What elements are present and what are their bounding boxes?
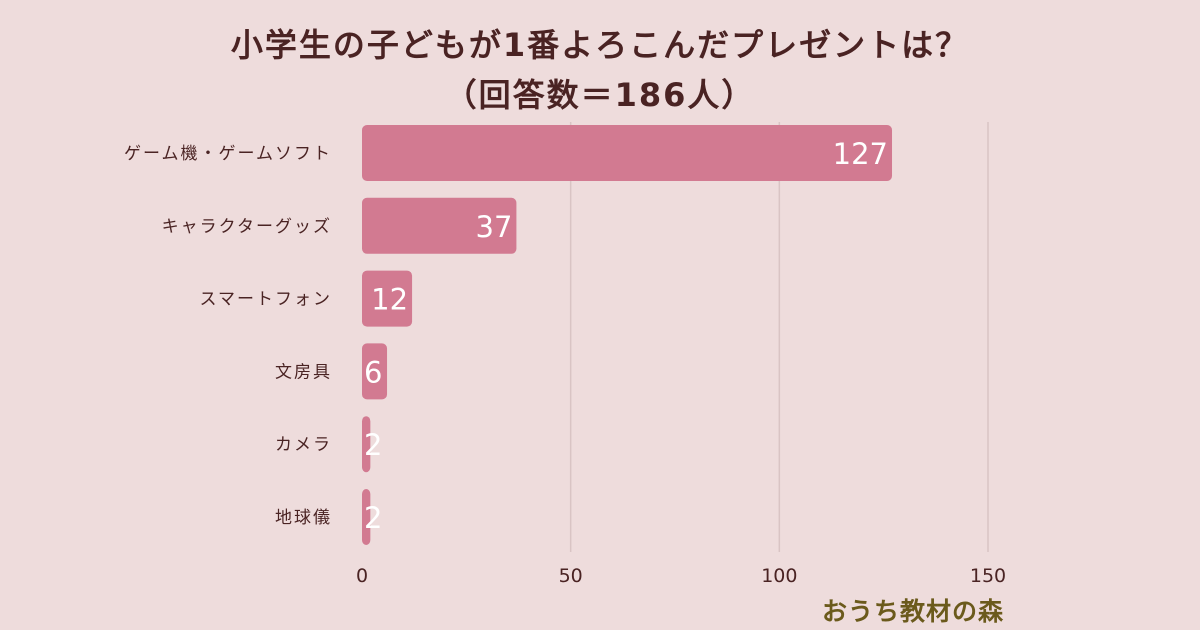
data-label: 2 [364, 501, 382, 535]
category-label: キャラクターグッズ [162, 217, 332, 237]
bar [362, 270, 413, 327]
category-label: カメラ [275, 435, 332, 455]
data-label: 127 [833, 137, 888, 171]
chart-subtitle: （回答数＝186人） [444, 76, 756, 114]
brand-logo-text: おうち教材の森 [821, 597, 1004, 626]
bar [362, 125, 893, 181]
category-label: 文房具 [275, 362, 332, 382]
chart-title: 小学生の子どもが1番よろこんだプレゼントは？ [230, 26, 970, 64]
bar [362, 416, 371, 473]
bar [362, 197, 517, 254]
bar [362, 489, 371, 545]
data-label: 6 [364, 355, 382, 389]
category-label: スマートフォン [200, 290, 333, 310]
bar [362, 343, 388, 400]
x-tick-label: 50 [559, 565, 583, 587]
data-label: 2 [364, 428, 382, 462]
data-label: 37 [476, 210, 513, 244]
x-tick-label: 0 [356, 565, 368, 587]
data-label: 12 [371, 283, 408, 317]
x-tick-label: 100 [761, 565, 797, 587]
x-tick-label: 150 [970, 565, 1006, 587]
category-label: 地球儀 [275, 508, 332, 528]
category-label: ゲーム機・ゲームソフト [124, 144, 332, 164]
